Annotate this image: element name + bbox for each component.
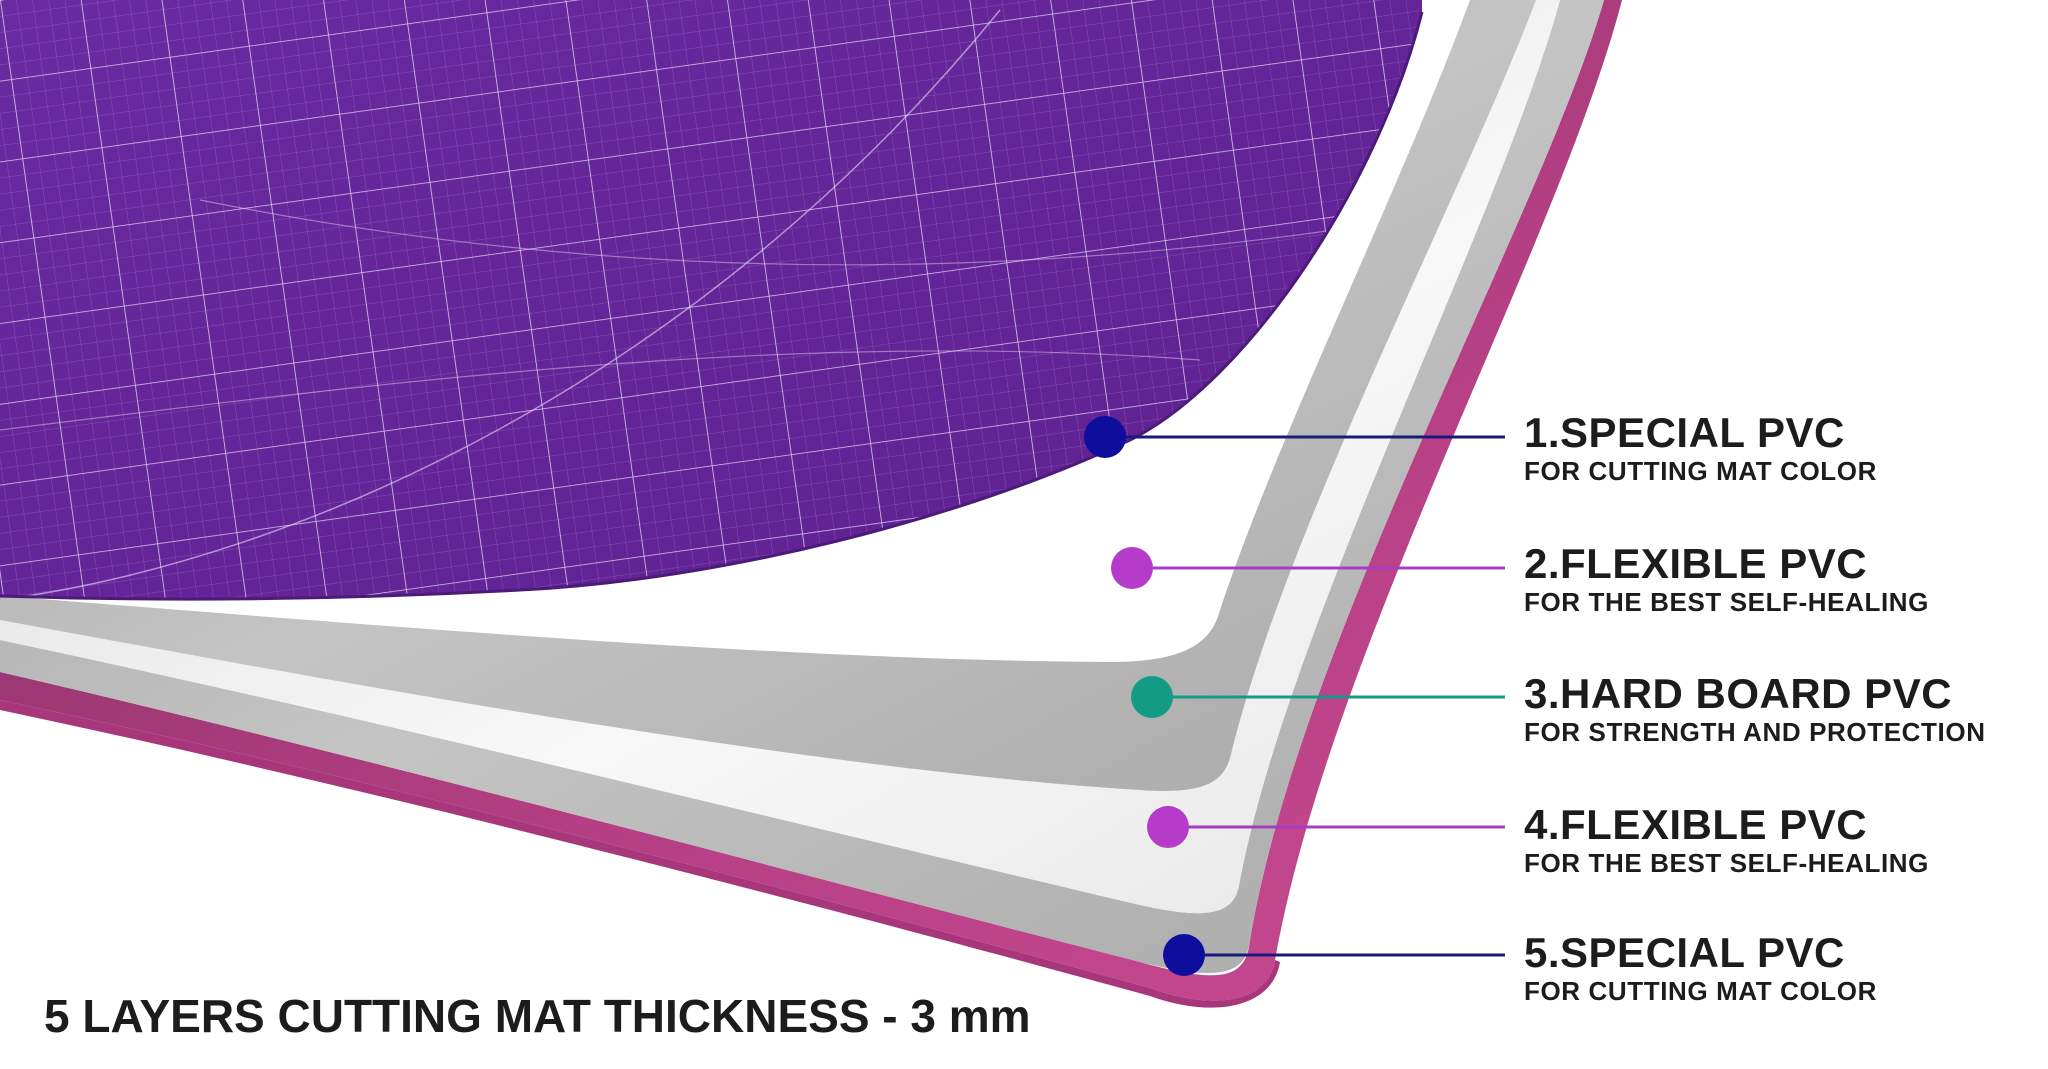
dot-icon [1163,934,1205,976]
layer-title: 1.SPECIAL PVC [1524,409,1845,456]
layer-label-2: 2.FLEXIBLE PVC FOR THE BEST SELF-HEALING [1524,540,2024,618]
layer-label-5: 5.SPECIAL PVC FOR CUTTING MAT COLOR [1524,929,2024,1007]
headline: 5 LAYERS CUTTING MAT THICKNESS - 3 mm [44,990,1031,1042]
dot-icon [1131,676,1173,718]
layer-1-top-pvc [0,0,1422,600]
layer-label-3: 3.HARD BOARD PVC FOR STRENGTH AND PROTEC… [1524,670,2024,748]
layer-subtitle: FOR CUTTING MAT COLOR [1524,976,1877,1006]
layer-title: 3.HARD BOARD PVC [1524,670,1953,717]
layer-subtitle: FOR THE BEST SELF-HEALING [1524,848,1929,878]
layer-subtitle: FOR STRENGTH AND PROTECTION [1524,717,1986,747]
layer-label-4: 4.FLEXIBLE PVC FOR THE BEST SELF-HEALING [1524,801,2024,879]
layer-subtitle: FOR CUTTING MAT COLOR [1524,456,1877,486]
layer-title: 5.SPECIAL PVC [1524,929,1845,976]
layer-4-flexible-pvc [0,0,1604,974]
dot-icon [1147,806,1189,848]
dot-icon [1111,547,1153,589]
dot-icon [1084,416,1126,458]
layer-subtitle: FOR THE BEST SELF-HEALING [1524,587,1929,617]
layer-title: 4.FLEXIBLE PVC [1524,801,1868,848]
layer-title: 2.FLEXIBLE PVC [1524,540,1868,587]
layer-label-1: 1.SPECIAL PVC FOR CUTTING MAT COLOR [1524,409,2024,487]
